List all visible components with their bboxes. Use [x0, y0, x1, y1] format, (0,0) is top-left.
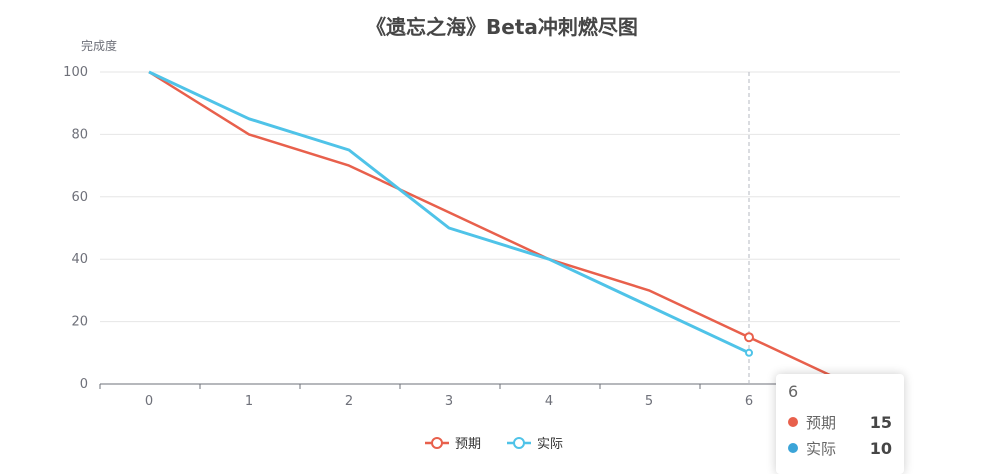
x-tick-label: 3 — [445, 394, 453, 409]
x-tick-label: 0 — [145, 394, 153, 409]
x-tick-label: 5 — [645, 394, 653, 409]
series-line-0 — [148, 70, 850, 386]
tooltip: 6 预期 15 实际 10 — [776, 374, 904, 474]
y-tick-label: 20 — [71, 315, 88, 330]
y-tick-label: 60 — [71, 190, 88, 205]
chart-title: 《遗忘之海》Beta冲刺燃尽图 — [366, 15, 638, 39]
legend-label-0: 预期 — [455, 437, 481, 452]
y-tick-label: 0 — [80, 377, 88, 392]
x-tick-label: 2 — [345, 394, 353, 409]
series-lines — [148, 70, 850, 386]
x-tick-label: 4 — [545, 394, 553, 409]
x-tick-label: 1 — [245, 394, 253, 409]
y-tick-label: 40 — [71, 252, 88, 267]
legend: 预期 实际 — [425, 437, 563, 452]
series-point-1 — [745, 348, 753, 357]
tooltip-name-expected: 预期 — [806, 413, 837, 432]
tooltip-header: 6 — [788, 382, 799, 401]
series-line-1 — [148, 70, 750, 355]
legend-label-1: 实际 — [537, 437, 563, 452]
tooltip-dot-expected — [788, 417, 798, 427]
x-axis: 0 1 2 3 4 5 6 — [99, 383, 901, 409]
tooltip-row-actual: 实际 10 — [788, 435, 892, 461]
series-point-0 — [744, 332, 754, 343]
legend-marker-1 — [513, 437, 525, 449]
tooltip-row-expected: 预期 15 — [788, 409, 892, 435]
tooltip-name-actual: 实际 — [806, 439, 837, 458]
tooltip-value-actual: 10 — [869, 438, 892, 458]
y-axis-ticks: 0 20 40 60 80 100 — [63, 65, 88, 392]
y-axis-name: 完成度 — [81, 38, 117, 53]
legend-marker-0 — [431, 437, 443, 449]
grid-lines — [100, 71, 900, 323]
x-tick-label: 6 — [745, 394, 753, 409]
y-tick-label: 80 — [71, 127, 88, 142]
y-tick-label: 100 — [63, 65, 88, 80]
tooltip-dot-actual — [788, 443, 798, 453]
tooltip-value-expected: 15 — [869, 412, 892, 432]
